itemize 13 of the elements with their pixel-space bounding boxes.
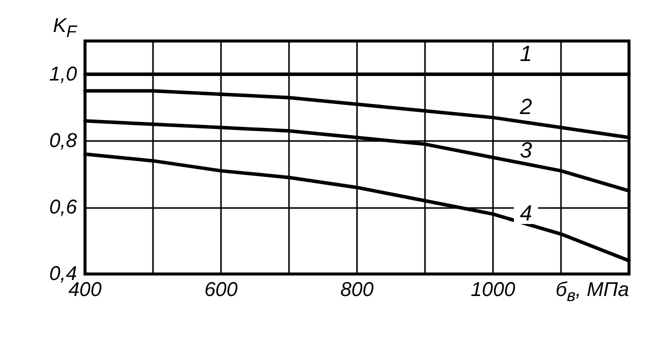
series-label: 1 <box>520 40 532 66</box>
y-axis-title: K$_{F}$ <box>53 15 77 41</box>
series-label: 3 <box>520 137 533 162</box>
y-tick-label: 0,8 <box>49 130 77 152</box>
y-tick-label: 0,6 <box>49 196 78 218</box>
x-tick-label: 800 <box>340 279 374 301</box>
x-tick-label: 1000 <box>470 279 516 301</box>
x-axis-title: б$_{в}$, МПа <box>556 279 629 305</box>
y-tick-label: 1,0 <box>49 63 77 86</box>
series-label: 2 <box>518 94 532 120</box>
x-tick-label: 400 <box>68 279 102 301</box>
x-tick-label: 600 <box>204 279 238 301</box>
series-label: 4 <box>520 200 532 226</box>
